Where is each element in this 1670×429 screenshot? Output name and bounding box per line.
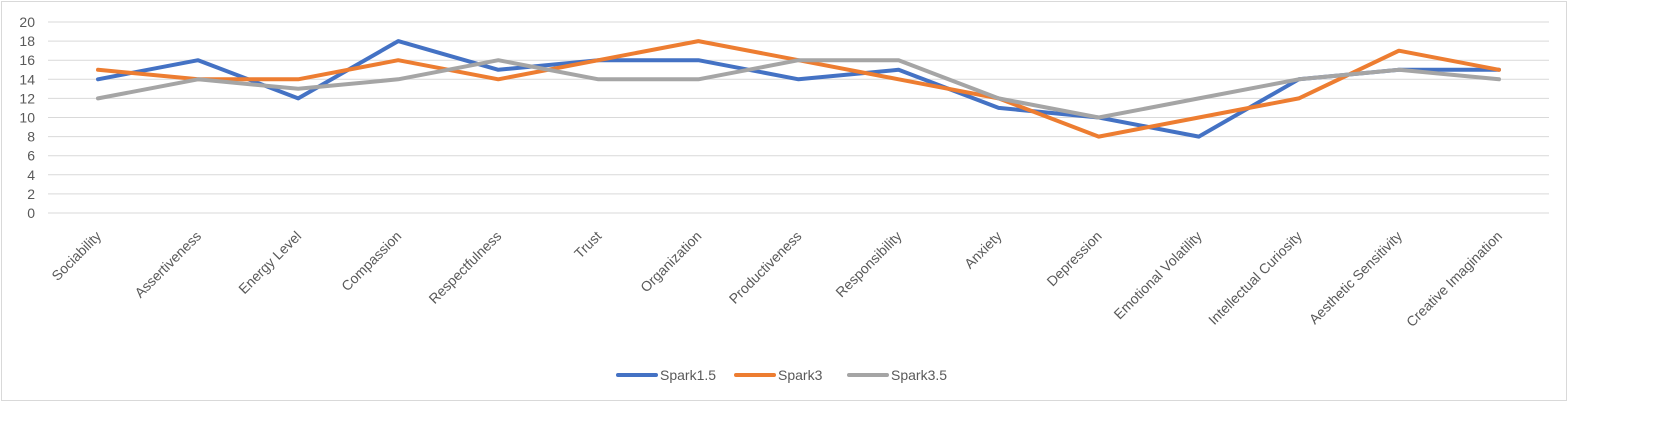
x-tick-label: Anxiety	[961, 228, 1005, 272]
x-tick-label: Emotional Volatility	[1110, 228, 1204, 322]
y-tick-label: 18	[19, 33, 35, 49]
y-tick-label: 20	[19, 14, 35, 30]
x-tick-label: Energy Level	[235, 228, 304, 297]
x-tick-label: Compassion	[338, 228, 404, 294]
gridlines	[48, 21, 1549, 214]
y-axis-ticks: 0 2 4 6 8 10 12 14 16 18 20	[19, 14, 35, 221]
x-tick-label: Organization	[637, 228, 704, 295]
x-axis-ticks: Sociability Assertiveness Energy Level Comp…	[48, 228, 1505, 330]
legend: Spark1.5 Spark3 Spark3.5	[616, 367, 947, 383]
x-tick-label: Aesthetic Sensitivity	[1306, 228, 1405, 327]
x-tick-label: Trust	[571, 228, 605, 262]
series-lines	[96, 39, 1501, 139]
x-tick-label: Productiveness	[726, 228, 805, 307]
y-tick-label: 14	[19, 71, 35, 87]
series-line-spark1-5	[96, 39, 1501, 139]
x-tick-label: Depression	[1043, 228, 1104, 289]
y-tick-label: 2	[27, 186, 35, 202]
chart-frame: 0 2 4 6 8 10 12 14 16 18 20 Sociability Assertivene…	[1, 1, 1567, 401]
legend-label: Spark3	[778, 367, 823, 383]
y-tick-label: 4	[27, 167, 35, 183]
x-tick-label: Sociability	[48, 228, 104, 284]
y-tick-label: 10	[19, 110, 35, 126]
y-tick-label: 12	[19, 90, 35, 106]
x-tick-label: Assertiveness	[131, 228, 204, 301]
legend-label: Spark1.5	[660, 367, 716, 383]
x-tick-label: Respectfulness	[425, 228, 504, 307]
line-chart: 0 2 4 6 8 10 12 14 16 18 20 Sociability Assertivene…	[19, 14, 1549, 383]
x-tick-label: Creative Imagination	[1403, 228, 1505, 330]
y-tick-label: 6	[27, 148, 35, 164]
x-tick-label: Intellectual Curiosity	[1205, 228, 1305, 328]
y-tick-label: 8	[27, 129, 35, 145]
legend-label: Spark3.5	[891, 367, 947, 383]
y-tick-label: 0	[27, 205, 35, 221]
y-tick-label: 16	[19, 52, 35, 68]
series-line-spark3-5	[96, 58, 1501, 120]
x-tick-label: Responsibility	[832, 228, 904, 300]
